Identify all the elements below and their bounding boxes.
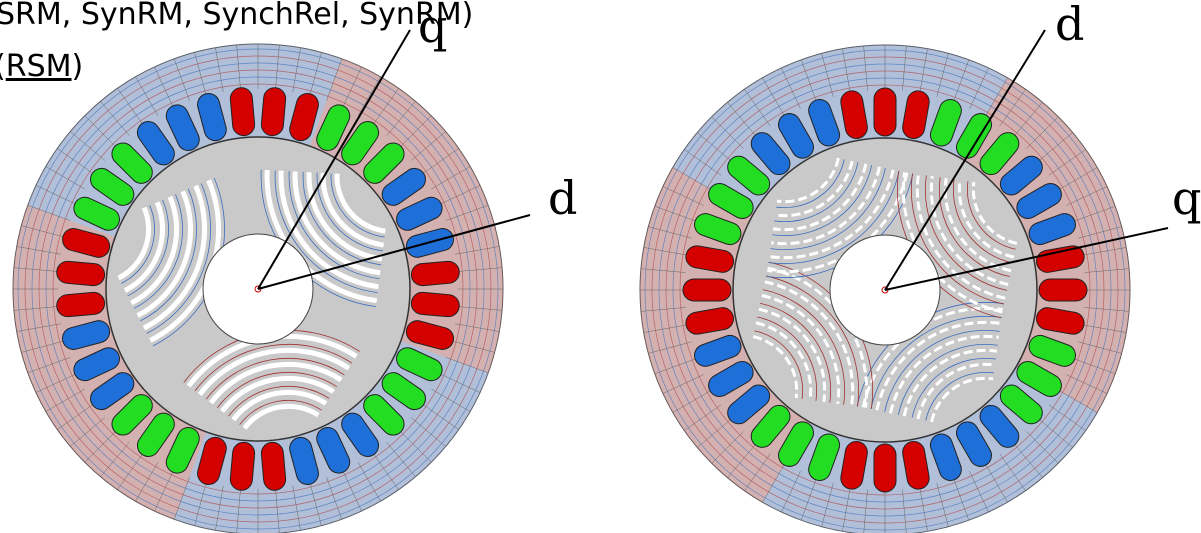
header-line1: SRM, SynRM, SynchRel, SynRM) — [0, 0, 473, 32]
motors — [13, 30, 1168, 533]
slot — [874, 88, 896, 136]
axis-label: d — [548, 171, 577, 225]
motor — [13, 30, 530, 533]
motor — [640, 30, 1168, 533]
paren-close: ) — [72, 49, 84, 84]
abbr: RSM — [6, 49, 72, 84]
slot — [410, 260, 460, 286]
scene: SRM, SynRM, SynchRel, SynRM) (RSM) q d d… — [0, 0, 1201, 533]
slot — [229, 441, 255, 491]
axis-label: d — [1055, 0, 1084, 51]
slot — [56, 291, 106, 317]
slot — [260, 87, 286, 137]
slot — [410, 291, 460, 317]
slot — [56, 260, 106, 286]
header-line2: (RSM) — [0, 49, 83, 84]
slot — [260, 441, 286, 491]
axis-label: q — [1172, 171, 1201, 225]
slot — [683, 279, 731, 301]
page: SRM, SynRM, SynchRel, SynRM) (RSM) q d d… — [0, 0, 1201, 533]
slot — [1039, 279, 1087, 301]
axis-label: q — [418, 0, 447, 53]
slot — [229, 87, 255, 137]
slot — [874, 444, 896, 492]
